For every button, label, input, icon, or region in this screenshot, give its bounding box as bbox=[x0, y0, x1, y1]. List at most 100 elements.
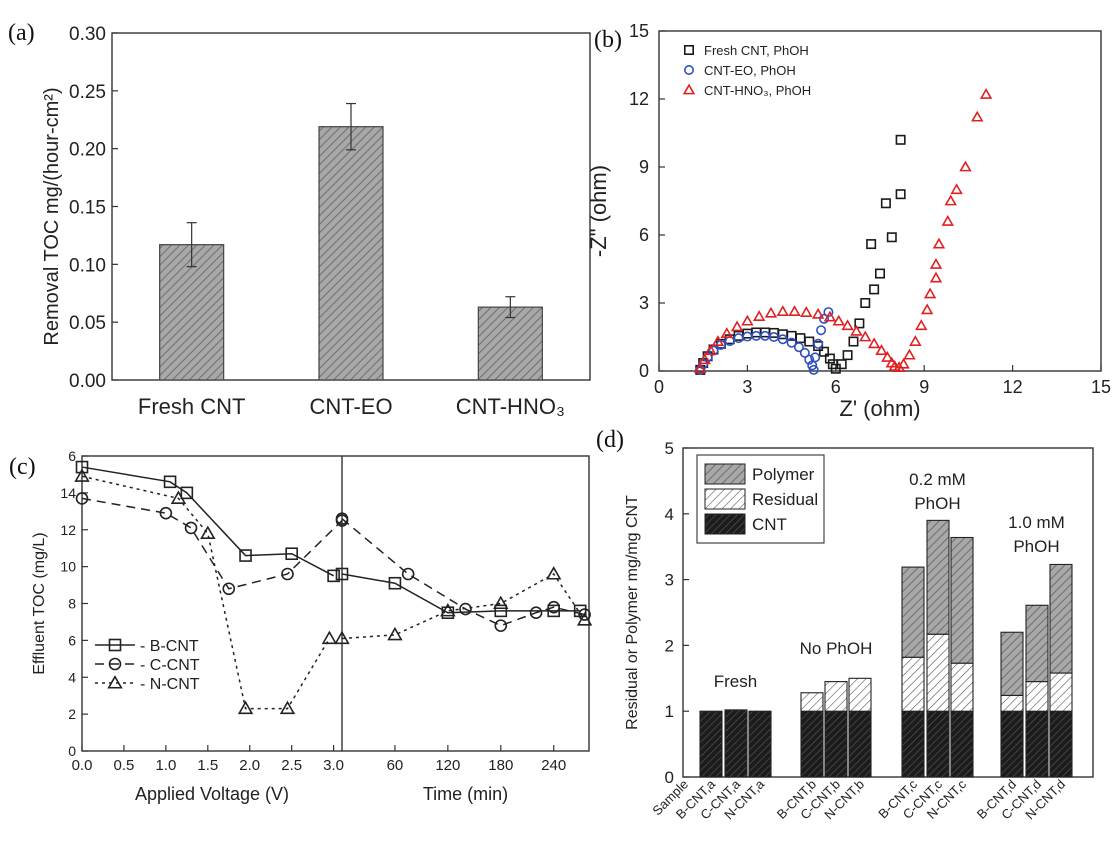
x-tick-label: 0 bbox=[654, 377, 664, 397]
y-tick-label: 6 bbox=[68, 632, 76, 648]
legend-swatch bbox=[704, 463, 746, 485]
x-tick-label: 120 bbox=[435, 757, 460, 774]
data-point bbox=[222, 582, 236, 596]
stacked-bar-cnt bbox=[800, 710, 824, 778]
panel-label: (a) bbox=[8, 20, 35, 46]
panel-a: (a) 0.00 0.05 0.10 0.15 0.20 0.25 0.30 Fresh CNT… bbox=[8, 20, 591, 419]
data-point bbox=[875, 344, 888, 356]
y-tick-label: 0 bbox=[68, 743, 76, 759]
data-point bbox=[895, 189, 906, 200]
stacked-bar-cnt bbox=[1025, 710, 1049, 778]
data-point bbox=[915, 319, 928, 331]
x-tick-label: 12 bbox=[1003, 377, 1023, 397]
x-tick-label: 2.5 bbox=[281, 757, 302, 774]
series-line bbox=[341, 573, 586, 640]
data-point bbox=[75, 460, 89, 474]
legend-swatch bbox=[704, 513, 746, 535]
x-tick-label: CNT-EO bbox=[309, 394, 392, 419]
stacked-bar-residual bbox=[848, 677, 872, 712]
stacked-bar-polymer bbox=[1000, 631, 1024, 696]
stacked-bar-residual bbox=[950, 662, 974, 712]
legend-marker bbox=[108, 657, 122, 671]
data-point bbox=[823, 310, 837, 322]
data-point bbox=[836, 359, 847, 370]
y-tick-label: 15 bbox=[629, 21, 649, 41]
y-tick-label: 2 bbox=[68, 706, 76, 722]
data-point bbox=[547, 604, 561, 618]
stacked-bar-cnt bbox=[1000, 710, 1024, 778]
x-tick-label: 2.0 bbox=[239, 757, 260, 774]
data-point bbox=[932, 237, 946, 249]
data-point bbox=[923, 287, 937, 299]
x-axis-label-voltage: Applied Voltage (V) bbox=[135, 784, 289, 804]
x-tick-label: 1.0 bbox=[155, 757, 176, 774]
data-point bbox=[788, 305, 801, 317]
stacked-bar-cnt bbox=[824, 710, 848, 778]
stacked-bar-cnt bbox=[848, 710, 872, 778]
legend-label: CNT bbox=[752, 515, 787, 534]
legend-label: CNT-EO, PhOH bbox=[704, 63, 796, 78]
y-tick-label: 0.20 bbox=[69, 140, 106, 161]
stacked-bar-cnt bbox=[1049, 710, 1073, 778]
y-axis-label: -Z" (ohm) bbox=[586, 165, 611, 257]
group-label: PhOH bbox=[914, 494, 960, 513]
stacked-bar-residual bbox=[926, 633, 950, 712]
data-point bbox=[321, 630, 338, 645]
stacked-bar-cnt bbox=[901, 710, 925, 778]
data-point bbox=[859, 330, 872, 342]
stacked-bar-cnt bbox=[699, 710, 723, 778]
data-point bbox=[75, 492, 89, 505]
y-tick-label: 3 bbox=[665, 571, 674, 590]
data-point bbox=[819, 313, 830, 324]
group-label: Fresh bbox=[714, 672, 757, 691]
data-point bbox=[880, 198, 891, 209]
data-point bbox=[547, 600, 561, 614]
legend-marker bbox=[682, 83, 696, 95]
y-axis-label: Removal TOC mg/(hour-cm²) bbox=[41, 87, 63, 345]
data-point bbox=[886, 232, 897, 243]
y-tick-label: 9 bbox=[639, 157, 649, 177]
data-point bbox=[804, 354, 815, 365]
data-point bbox=[866, 239, 877, 250]
group-label: PhOH bbox=[1013, 537, 1059, 556]
data-point bbox=[704, 344, 717, 356]
stacked-bar-residual bbox=[800, 692, 824, 712]
stacked-bar-cnt bbox=[950, 710, 974, 778]
data-point bbox=[959, 160, 972, 172]
data-point bbox=[742, 331, 753, 342]
stacked-bar-polymer bbox=[926, 519, 950, 635]
data-point bbox=[764, 306, 778, 318]
data-point bbox=[909, 335, 922, 346]
data-point bbox=[387, 626, 403, 641]
data-point bbox=[239, 549, 252, 562]
plot-frame bbox=[81, 455, 590, 752]
x-tick-label: 0.5 bbox=[114, 757, 135, 774]
data-point bbox=[751, 330, 762, 341]
data-point bbox=[546, 566, 562, 580]
x-tick-label: 180 bbox=[488, 757, 513, 774]
data-point bbox=[741, 314, 754, 326]
stacked-bar-polymer bbox=[901, 566, 925, 658]
data-point bbox=[237, 700, 254, 715]
data-point bbox=[733, 333, 744, 344]
data-point bbox=[813, 338, 824, 349]
panel-c: (c) 0 2 4 6 8 10 12 14 6 0.0 0.5 1.0 1.5 2.0 2.5 3.0 60 12… bbox=[9, 448, 593, 804]
x-tick-label: 15 bbox=[1091, 377, 1111, 397]
group-label: No PhOH bbox=[800, 639, 873, 658]
x-tick-label: Fresh CNT bbox=[138, 394, 246, 419]
data-point bbox=[841, 319, 854, 331]
series-line bbox=[81, 466, 334, 577]
data-point bbox=[920, 303, 934, 315]
data-point bbox=[867, 337, 881, 349]
group-label: 0.2 mM bbox=[909, 470, 966, 489]
legend-label: CNT-HNO₃, PhOH bbox=[704, 83, 811, 98]
y-tick-label: 4 bbox=[68, 669, 76, 685]
legend-label: - N-CNT bbox=[140, 676, 200, 693]
data-point bbox=[752, 310, 766, 322]
legend-label: - B-CNT bbox=[140, 638, 199, 655]
data-point bbox=[850, 324, 863, 336]
data-point bbox=[786, 337, 797, 348]
y-tick-label: 6 bbox=[639, 225, 649, 245]
